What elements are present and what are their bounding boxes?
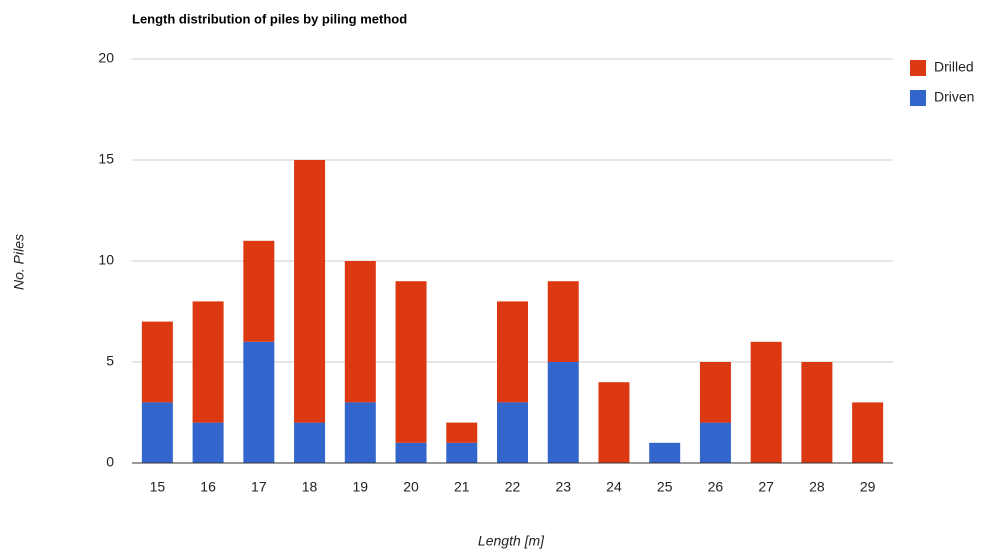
bar-segment bbox=[294, 422, 326, 463]
bar-segment bbox=[750, 341, 782, 463]
x-tick-label: 26 bbox=[708, 479, 724, 495]
x-tick-label: 24 bbox=[606, 479, 622, 495]
bar-segment bbox=[598, 382, 630, 463]
x-tick-label: 25 bbox=[657, 479, 673, 495]
legend-swatch bbox=[910, 60, 926, 76]
bar-segment bbox=[801, 362, 833, 463]
bar-segment bbox=[243, 240, 275, 342]
y-tick-label: 15 bbox=[98, 151, 114, 167]
bar-segment bbox=[243, 341, 275, 463]
bar-segment bbox=[294, 160, 326, 423]
y-tick-label: 0 bbox=[106, 454, 114, 470]
bar-segment bbox=[141, 321, 173, 403]
bar-segment bbox=[547, 362, 579, 463]
bar-segment bbox=[344, 261, 376, 403]
chart-title: Length distribution of piles by piling m… bbox=[132, 11, 407, 26]
y-tick-label: 20 bbox=[98, 50, 114, 66]
bar-segment bbox=[699, 422, 731, 463]
bar-segment bbox=[446, 442, 478, 463]
legend-label: Drilled bbox=[934, 59, 974, 75]
x-axis-title: Length [m] bbox=[478, 533, 545, 549]
x-tick-label: 20 bbox=[403, 479, 419, 495]
x-tick-label: 23 bbox=[555, 479, 571, 495]
bar-segment bbox=[852, 402, 884, 463]
x-tick-label: 21 bbox=[454, 479, 470, 495]
x-tick-label: 19 bbox=[353, 479, 369, 495]
bar-segment bbox=[395, 442, 427, 463]
x-tick-label: 28 bbox=[809, 479, 825, 495]
x-tick-label: 22 bbox=[505, 479, 521, 495]
x-tick-label: 16 bbox=[200, 479, 216, 495]
legend-swatch bbox=[910, 90, 926, 106]
bar-segment bbox=[344, 402, 376, 463]
x-tick-label: 29 bbox=[860, 479, 876, 495]
bar-segment bbox=[497, 301, 528, 403]
bar-segment bbox=[192, 301, 224, 423]
y-tick-label: 10 bbox=[98, 252, 114, 268]
legend-label: Driven bbox=[934, 89, 974, 105]
bar-segment bbox=[192, 422, 224, 463]
bar-segment bbox=[497, 402, 528, 463]
x-tick-label: 18 bbox=[302, 479, 318, 495]
y-tick-label: 5 bbox=[106, 353, 114, 369]
bar-segment bbox=[395, 281, 427, 443]
bar-segment bbox=[446, 422, 478, 443]
x-tick-label: 15 bbox=[150, 479, 166, 495]
bar-segment bbox=[649, 442, 681, 463]
y-axis-title: No. Piles bbox=[11, 234, 27, 290]
x-tick-label: 17 bbox=[251, 479, 267, 495]
bar-segment bbox=[699, 362, 731, 423]
bar-segment bbox=[547, 281, 579, 362]
bar-segment bbox=[141, 402, 173, 463]
x-tick-label: 27 bbox=[758, 479, 774, 495]
